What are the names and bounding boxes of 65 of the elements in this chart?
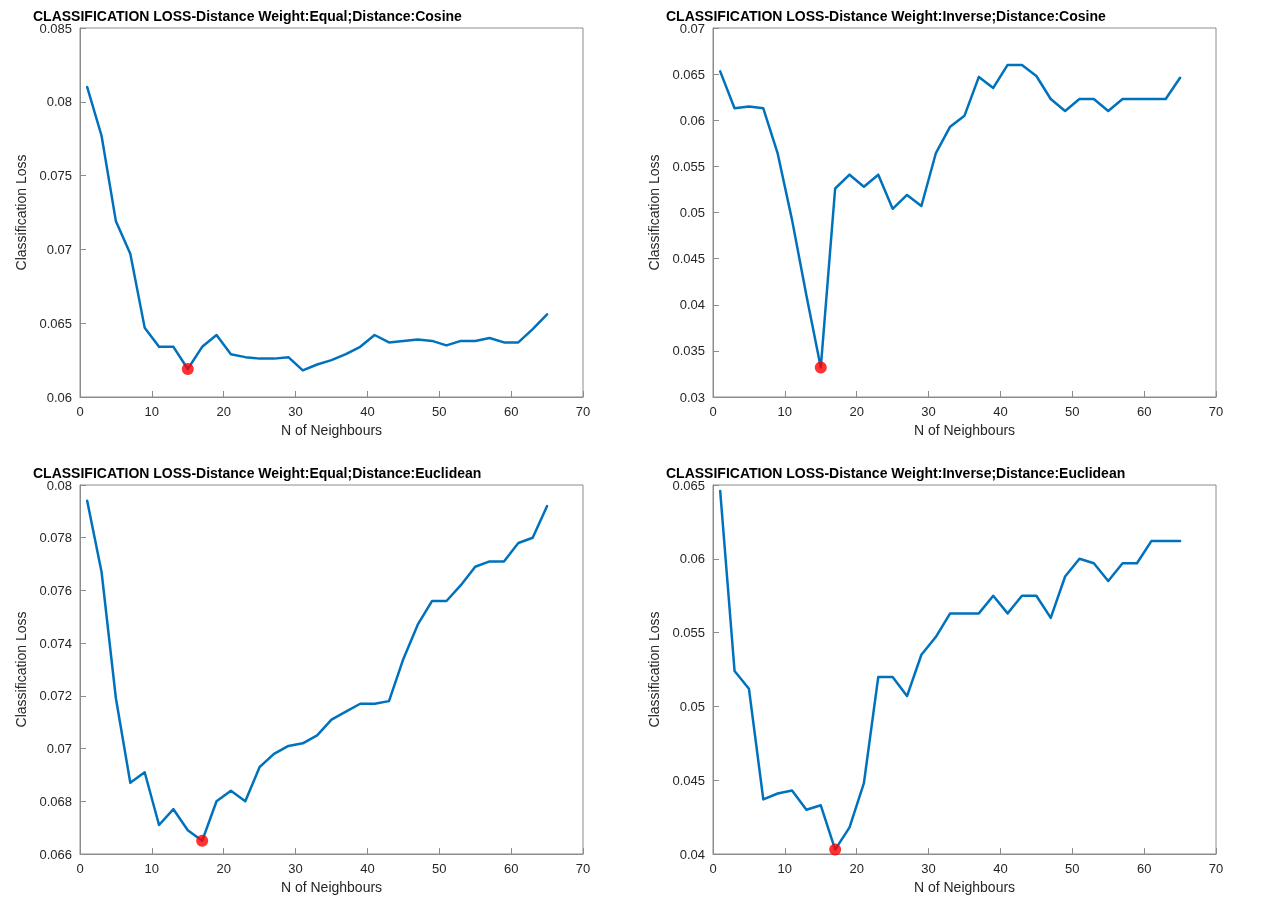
y-tick-label: 0.074 [39,635,72,651]
y-tick-label: 0.05 [679,205,705,220]
x-tick-label: 0 [76,404,84,419]
x-tick-label: 50 [432,861,447,876]
y-tick-label: 0.035 [672,343,705,359]
y-tick-label: 0.04 [679,846,705,862]
y-tick-label: 0.03 [679,389,705,405]
x-tick-label: 60 [1136,404,1152,419]
y-tick-label: 0.072 [39,688,72,704]
x-tick-label: 70 [1208,861,1224,876]
y-axis-title: Classification Loss [13,611,29,728]
x-tick-label: 10 [777,404,793,419]
y-tick-label: 0.08 [46,94,72,110]
y-tick-label: 0.07 [46,241,72,257]
y-tick-label: 0.06 [679,112,705,128]
y-tick-label: 0.05 [679,698,705,714]
y-tick-label: 0.06 [679,551,705,567]
y-tick-label: 0.066 [39,846,72,862]
y-tick-label: 0.055 [672,158,705,174]
y-tick-label: 0.06 [46,389,72,405]
x-tick-label: 40 [993,861,1008,876]
x-tick-label: 20 [849,861,864,876]
x-axis-title: N of Neighbours [913,422,1016,438]
x-tick-label: 0 [76,861,84,876]
y-axis-title: Classification Loss [646,611,662,728]
x-tick-label: 30 [921,404,936,419]
x-axis-title: N of Neighbours [280,422,383,438]
y-tick-label: 0.07 [46,741,72,757]
y-tick-label: 0.065 [39,315,72,331]
x-tick-label: 50 [1065,404,1080,419]
x-tick-label: 50 [1065,861,1080,876]
x-tick-label: 60 [503,404,519,419]
x-tick-label: 0 [709,861,717,876]
x-tick-label: 20 [216,861,231,876]
x-tick-label: 20 [849,404,864,419]
x-tick-label: 30 [288,404,303,419]
y-tick-label: 0.068 [39,793,72,809]
y-tick-label: 0.055 [672,625,705,641]
y-tick-label: 0.045 [672,772,705,788]
y-axis-title: Classification Loss [13,154,29,271]
x-tick-label: 40 [993,404,1008,419]
x-tick-label: 70 [575,404,591,419]
x-tick-label: 40 [360,404,375,419]
x-tick-label: 10 [144,404,160,419]
x-tick-label: 0 [709,404,717,419]
x-tick-label: 60 [503,861,519,876]
y-tick-label: 0.075 [39,168,72,184]
x-tick-label: 60 [1136,861,1152,876]
x-tick-label: 40 [360,861,375,876]
x-tick-label: 30 [921,861,936,876]
y-tick-label: 0.04 [679,297,705,313]
x-axis-title: N of Neighbours [280,879,383,895]
x-tick-label: 20 [216,404,231,419]
x-tick-label: 30 [288,861,303,876]
x-axis-title: N of Neighbours [913,879,1016,895]
y-tick-label: 0.065 [672,66,705,82]
x-tick-label: 70 [575,861,591,876]
x-tick-label: 10 [777,861,793,876]
x-tick-label: 10 [144,861,160,876]
y-tick-label: 0.045 [672,251,705,267]
y-tick-label: 0.078 [39,530,72,546]
y-tick-label: 0.076 [39,582,72,598]
y-axis-title: Classification Loss [646,154,662,271]
x-tick-label: 50 [432,404,447,419]
x-tick-label: 70 [1208,404,1224,419]
